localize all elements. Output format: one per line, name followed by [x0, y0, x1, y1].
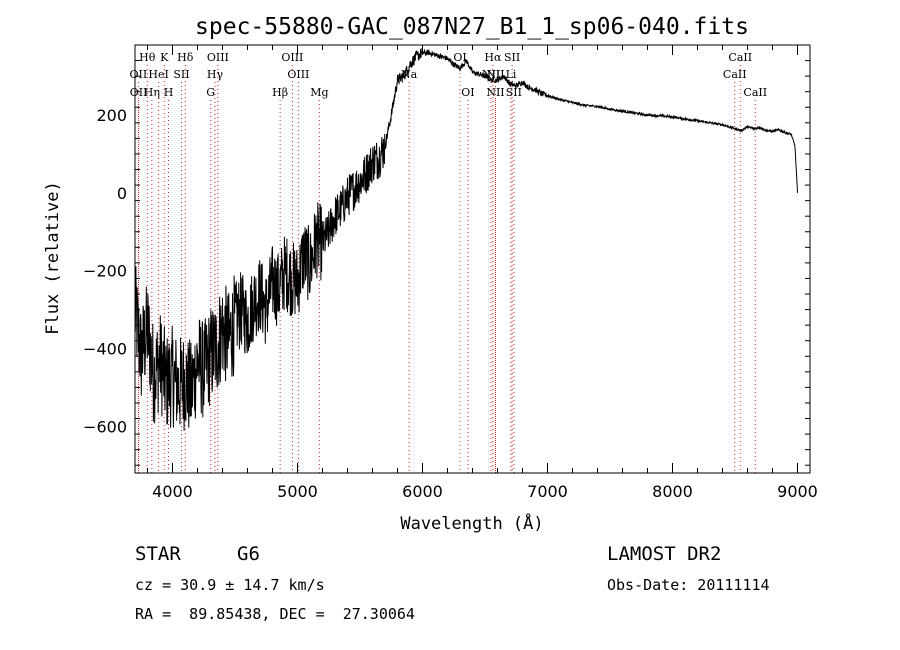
emission-line-label: OIII	[287, 68, 309, 81]
emission-line-label: Hα	[484, 51, 502, 64]
x-axis-label: Wavelength (Å)	[400, 512, 543, 534]
observation-date: Obs-Date: 20111114	[607, 576, 770, 594]
emission-line-label: Hδ	[177, 51, 194, 64]
y-axis-label: Flux (relative)	[43, 181, 63, 335]
emission-line-label: Hγ	[207, 68, 224, 81]
emission-line-label: CaII	[723, 68, 747, 81]
y-tick-label: −200	[83, 262, 127, 281]
chart-title: spec-55880-GAC_087N27_B1_1_sp06-040.fits	[195, 14, 749, 40]
emission-line-label: OII	[130, 68, 148, 81]
coordinates: RA = 89.85438, DEC = 27.30064	[135, 605, 415, 623]
x-tick-label: 5000	[277, 482, 318, 501]
emission-line-label: OIII	[207, 51, 229, 64]
emission-line-label: G	[206, 86, 215, 99]
redshift-cz: cz = 30.9 ± 14.7 km/s	[135, 576, 325, 594]
object-subclass: G6	[237, 543, 260, 565]
x-tick-label: 4000	[152, 482, 193, 501]
x-tick-label: 7000	[527, 482, 568, 501]
plot-frame	[134, 44, 811, 474]
emission-line-label: Hβ	[272, 86, 288, 99]
object-type: STAR	[135, 543, 181, 565]
x-tick-label: 6000	[402, 482, 443, 501]
emission-line-label: OIII	[281, 51, 303, 64]
emission-line-label: K	[160, 51, 169, 64]
survey-name: LAMOST DR2	[607, 543, 722, 565]
emission-line-label: Mg	[310, 86, 328, 99]
emission-line-label: SII	[506, 86, 522, 99]
x-tick-label: 9000	[777, 482, 818, 501]
emission-line-label: NII	[486, 86, 504, 99]
emission-line-label: SII	[173, 68, 189, 81]
emission-line-label: CaII	[743, 86, 767, 99]
emission-line-label: OII	[130, 86, 148, 99]
emission-line-label: OI	[461, 86, 474, 99]
emission-line-label: SII	[504, 51, 520, 64]
emission-line-label: H	[164, 86, 174, 99]
emission-line-label: OI	[453, 51, 466, 64]
emission-line-label: Hη	[144, 86, 160, 99]
axis-ticks: 4000 5000 6000 7000 8000 9000 −600 −400 −200 0 200	[83, 45, 818, 501]
x-tick-label: 8000	[652, 482, 693, 501]
emission-line-label: HeI	[148, 68, 168, 81]
y-tick-label: 0	[117, 184, 127, 203]
emission-line-label: Li	[506, 68, 517, 81]
y-tick-label: −600	[83, 417, 127, 436]
spectrum-series-line	[134, 47, 798, 431]
y-tick-label: −400	[83, 339, 127, 358]
emission-line-label: Hθ	[139, 51, 156, 64]
y-tick-label: 200	[96, 106, 127, 125]
emission-line-label: CaII	[728, 51, 752, 64]
